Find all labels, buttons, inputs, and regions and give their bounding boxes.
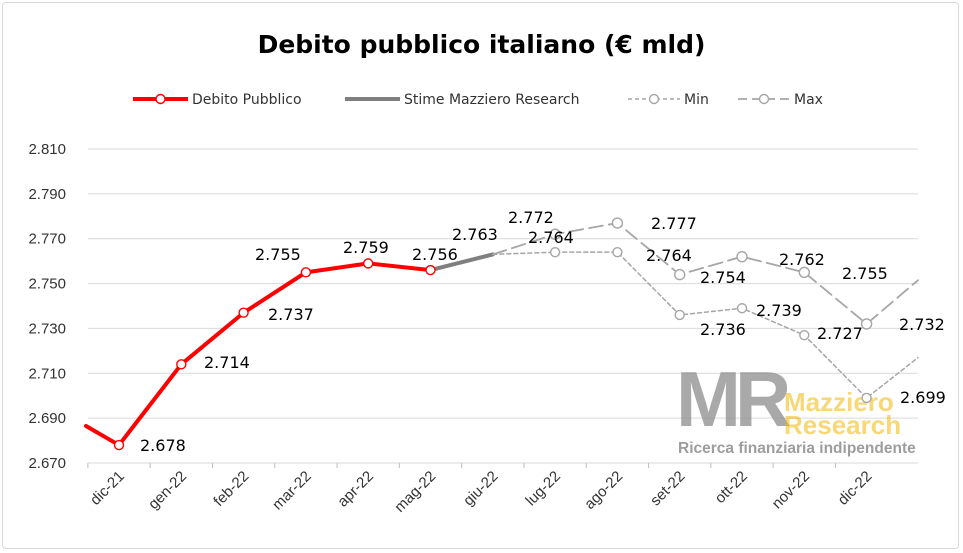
- x-tick-label: feb-22: [210, 468, 252, 510]
- data-label-debito-pubblico: 2.756: [412, 245, 458, 264]
- data-point-debito-pubblico: [425, 264, 436, 276]
- legend-label-min: Min: [684, 92, 709, 108]
- data-label-stime-mazziero-research: 2.763: [452, 225, 498, 244]
- y-tick-label: 2.710: [28, 365, 66, 382]
- data-label-max: 2.762: [779, 250, 825, 269]
- watermark-logo: MR: [676, 355, 790, 443]
- data-point-min: [612, 246, 623, 258]
- legend-label-max: Max: [794, 92, 823, 108]
- watermark-name: Mazziero: [784, 387, 894, 417]
- legend-marker-debito-pubblico: [155, 93, 166, 105]
- data-point-max: [674, 268, 686, 281]
- data-point-max: [549, 228, 561, 240]
- data-point-max: [736, 250, 748, 263]
- data-point-min: [674, 309, 685, 321]
- data-point-debito-pubblico: [176, 359, 187, 370]
- x-tick-label: dic-21: [87, 468, 128, 509]
- x-tick-label: gen-22: [145, 468, 190, 513]
- data-point-debito-pubblico: [363, 258, 374, 269]
- data-label-min: 2.699: [900, 388, 946, 407]
- data-point-min: [799, 329, 810, 341]
- data-label-max: 2.772: [508, 208, 554, 227]
- y-tick-label: 2.730: [28, 320, 66, 337]
- watermark-name: Research: [784, 410, 901, 440]
- data-label-min: 2.727: [817, 324, 863, 343]
- data-label-max: 2.754: [700, 268, 746, 287]
- y-tick-label: 2.670: [28, 455, 66, 472]
- data-label-max: 2.777: [651, 214, 697, 233]
- data-label-min: 2.736: [700, 320, 746, 339]
- data-label-min: 2.764: [528, 228, 574, 247]
- data-label-min: 2.764: [646, 246, 692, 265]
- y-tick-label: 2.810: [28, 141, 66, 158]
- y-tick-label: 2.770: [28, 231, 66, 248]
- data-label-debito-pubblico: 2.755: [255, 245, 301, 264]
- watermark-tagline: Ricerca finanziaria indipendente: [678, 440, 916, 457]
- data-label-debito-pubblico: 2.737: [268, 305, 314, 324]
- y-tick-label: 2.690: [28, 410, 66, 427]
- data-label-debito-pubblico: 2.678: [140, 436, 186, 455]
- x-tick-label: giu-22: [460, 468, 502, 510]
- x-tick-label: ott-22: [712, 468, 751, 507]
- x-tick-label: mag-22: [391, 468, 439, 516]
- data-point-debito-pubblico: [113, 439, 125, 451]
- x-tick-label: set-22: [647, 468, 689, 510]
- legend-marker-max: [758, 93, 770, 105]
- legend-label-debito-pubblico: Debito Pubblico: [192, 92, 302, 108]
- data-point-min: [736, 303, 748, 314]
- x-tick-label: apr-22: [334, 468, 377, 511]
- data-point-debito-pubblico: [238, 307, 249, 318]
- x-tick-label: lug-22: [522, 468, 564, 510]
- data-label-max: 2.732: [899, 315, 945, 334]
- data-point-min: [861, 392, 872, 404]
- data-label-debito-pubblico: 2.714: [204, 353, 250, 372]
- x-tick-label: dic-22: [835, 468, 876, 509]
- y-tick-label: 2.790: [28, 186, 66, 203]
- series-line-max: [491, 222, 919, 325]
- data-point-max: [798, 266, 810, 279]
- data-point-debito-pubblico: [300, 267, 312, 278]
- series-line-min: [492, 251, 919, 399]
- legend-label-stime-mazziero-research: Stime Mazziero Research: [404, 92, 580, 108]
- chart-title: Debito pubblico italiano (€ mld): [257, 30, 706, 59]
- x-tick-label: mar-22: [269, 468, 315, 514]
- data-label-max: 2.755: [842, 264, 888, 283]
- data-point-max: [860, 318, 873, 330]
- data-point-min: [549, 246, 561, 258]
- data-point-max: [611, 217, 624, 229]
- data-label-debito-pubblico: 2.759: [343, 238, 389, 257]
- series-line-stime-mazziero-research: [428, 252, 495, 273]
- data-label-min: 2.739: [756, 301, 802, 320]
- y-tick-label: 2.750: [28, 276, 66, 293]
- x-tick-label: ago-22: [581, 468, 626, 513]
- legend-marker-min: [648, 93, 660, 105]
- x-tick-label: nov-22: [769, 468, 813, 512]
